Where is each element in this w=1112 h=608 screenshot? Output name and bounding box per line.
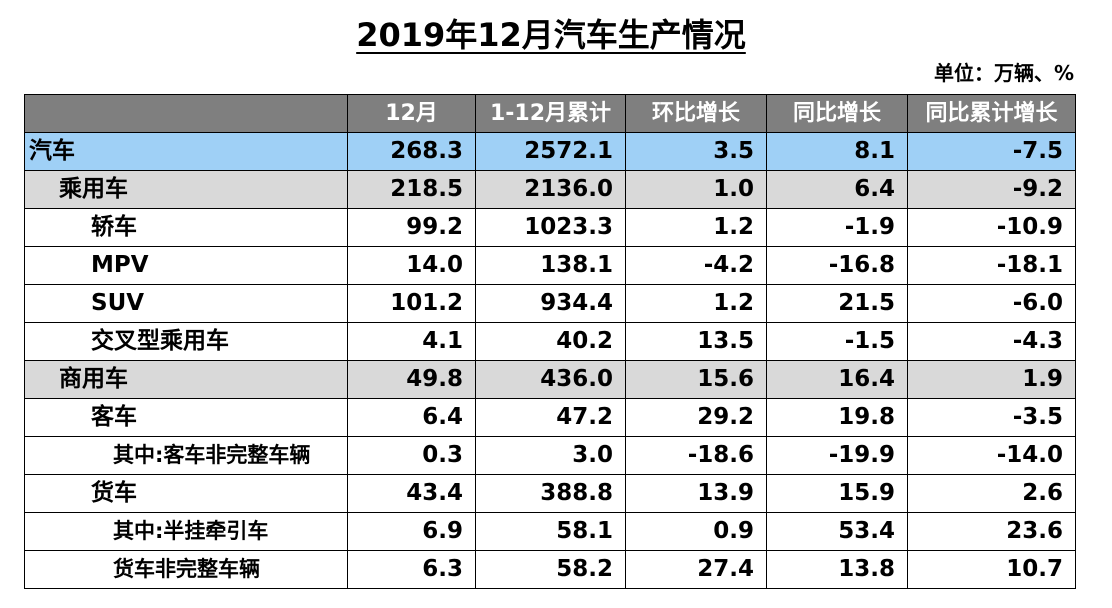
yoy-growth-value: 8.1 — [766, 132, 908, 171]
yoy-cumulative-growth-value: -18.1 — [907, 246, 1076, 285]
yoy-growth-value: 13.8 — [766, 550, 908, 589]
table-row: 乘用车 218.5 2136.0 1.0 6.4 -9.2 — [24, 170, 1076, 209]
yoy-cumulative-growth-value: 2.6 — [907, 474, 1076, 513]
row-category-name: 商用车 — [24, 360, 348, 399]
row-category-name: 交叉型乘用车 — [24, 322, 348, 361]
table-row: 商用车 49.8 436.0 15.6 16.4 1.9 — [24, 360, 1076, 399]
row-category-name: 其中:客车非完整车辆 — [24, 436, 348, 475]
month-value: 0.3 — [347, 436, 476, 475]
unit-label: 单位：万辆、% — [933, 61, 1074, 85]
table-row: 轿车 99.2 1023.3 1.2 -1.9 -10.9 — [24, 208, 1076, 247]
table-row: 货车 43.4 388.8 13.9 15.9 2.6 — [24, 474, 1076, 513]
cumulative-value: 138.1 — [475, 246, 626, 285]
table-row: 汽车 268.3 2572.1 3.5 8.1 -7.5 — [24, 132, 1076, 171]
yoy-cumulative-growth-value: 10.7 — [907, 550, 1076, 589]
table-row: 交叉型乘用车 4.1 40.2 13.5 -1.5 -4.3 — [24, 322, 1076, 361]
row-category-name: 轿车 — [24, 208, 348, 247]
month-value: 6.4 — [347, 398, 476, 437]
mom-growth-value: -18.6 — [625, 436, 767, 475]
mom-growth-value: 1.2 — [625, 208, 767, 247]
cumulative-value: 3.0 — [475, 436, 626, 475]
production-table: 12月 1-12月累计 环比增长 同比增长 同比累计增长 汽车 268.3 2572… — [24, 94, 1076, 589]
header-mom-growth: 环比增长 — [625, 94, 767, 133]
cumulative-value: 436.0 — [475, 360, 626, 399]
header-yoy-growth: 同比增长 — [766, 94, 908, 133]
table-row: SUV 101.2 934.4 1.2 21.5 -6.0 — [24, 284, 1076, 323]
cumulative-value: 934.4 — [475, 284, 626, 323]
yoy-growth-value: 21.5 — [766, 284, 908, 323]
cumulative-value: 388.8 — [475, 474, 626, 513]
mom-growth-value: 29.2 — [625, 398, 767, 437]
yoy-cumulative-growth-value: -9.2 — [907, 170, 1076, 209]
row-category-name: 汽车 — [24, 132, 348, 171]
mom-growth-value: 15.6 — [625, 360, 767, 399]
row-category-name: MPV — [24, 246, 348, 285]
yoy-cumulative-growth-value: -7.5 — [907, 132, 1076, 171]
yoy-growth-value: -1.9 — [766, 208, 908, 247]
table-row: 货车非完整车辆 6.3 58.2 27.4 13.8 10.7 — [24, 550, 1076, 589]
yoy-cumulative-growth-value: -4.3 — [907, 322, 1076, 361]
yoy-cumulative-growth-value: -6.0 — [907, 284, 1076, 323]
mom-growth-value: 0.9 — [625, 512, 767, 551]
cumulative-value: 2572.1 — [475, 132, 626, 171]
month-value: 268.3 — [347, 132, 476, 171]
header-name — [24, 94, 348, 133]
row-category-name: 其中:半挂牵引车 — [24, 512, 348, 551]
month-value: 101.2 — [347, 284, 476, 323]
month-value: 49.8 — [347, 360, 476, 399]
yoy-growth-value: -16.8 — [766, 246, 908, 285]
table-row: 其中:半挂牵引车 6.9 58.1 0.9 53.4 23.6 — [24, 512, 1076, 551]
cumulative-value: 58.1 — [475, 512, 626, 551]
mom-growth-value: 1.0 — [625, 170, 767, 209]
yoy-cumulative-growth-value: 23.6 — [907, 512, 1076, 551]
month-value: 14.0 — [347, 246, 476, 285]
month-value: 43.4 — [347, 474, 476, 513]
table-row: MPV 14.0 138.1 -4.2 -16.8 -18.1 — [24, 246, 1076, 285]
cumulative-value: 58.2 — [475, 550, 626, 589]
cumulative-value: 47.2 — [475, 398, 626, 437]
header-row: 12月 1-12月累计 环比增长 同比增长 同比累计增长 — [24, 94, 1076, 133]
page-title-text: 2019年12月汽车生产情况 — [356, 16, 746, 54]
mom-growth-value: 13.9 — [625, 474, 767, 513]
table-row: 客车 6.4 47.2 29.2 19.8 -3.5 — [24, 398, 1076, 437]
table-body: 汽车 268.3 2572.1 3.5 8.1 -7.5 乘用车 218.5 2136.0 1.0… — [24, 132, 1076, 589]
mom-growth-value: 1.2 — [625, 284, 767, 323]
yoy-cumulative-growth-value: -10.9 — [907, 208, 1076, 247]
table-header: 12月 1-12月累计 环比增长 同比增长 同比累计增长 — [24, 94, 1076, 133]
cumulative-value: 1023.3 — [475, 208, 626, 247]
row-category-name: 乘用车 — [24, 170, 348, 209]
month-value: 99.2 — [347, 208, 476, 247]
yoy-growth-value: 53.4 — [766, 512, 908, 551]
yoy-growth-value: 19.8 — [766, 398, 908, 437]
yoy-growth-value: 15.9 — [766, 474, 908, 513]
yoy-cumulative-growth-value: -14.0 — [907, 436, 1076, 475]
row-category-name: 货车非完整车辆 — [24, 550, 348, 589]
month-value: 6.9 — [347, 512, 476, 551]
header-month: 12月 — [347, 94, 476, 133]
table-row: 其中:客车非完整车辆 0.3 3.0 -18.6 -19.9 -14.0 — [24, 436, 1076, 475]
page-title: 2019年12月汽车生产情况 — [0, 14, 1102, 56]
yoy-growth-value: -1.5 — [766, 322, 908, 361]
cumulative-value: 40.2 — [475, 322, 626, 361]
month-value: 6.3 — [347, 550, 476, 589]
mom-growth-value: 27.4 — [625, 550, 767, 589]
mom-growth-value: 3.5 — [625, 132, 767, 171]
month-value: 4.1 — [347, 322, 476, 361]
header-yoy-cumulative-growth: 同比累计增长 — [907, 94, 1076, 133]
yoy-growth-value: 6.4 — [766, 170, 908, 209]
mom-growth-value: 13.5 — [625, 322, 767, 361]
month-value: 218.5 — [347, 170, 476, 209]
header-cumulative: 1-12月累计 — [475, 94, 626, 133]
mom-growth-value: -4.2 — [625, 246, 767, 285]
yoy-cumulative-growth-value: -3.5 — [907, 398, 1076, 437]
yoy-growth-value: 16.4 — [766, 360, 908, 399]
row-category-name: 客车 — [24, 398, 348, 437]
row-category-name: SUV — [24, 284, 348, 323]
yoy-growth-value: -19.9 — [766, 436, 908, 475]
yoy-cumulative-growth-value: 1.9 — [907, 360, 1076, 399]
cumulative-value: 2136.0 — [475, 170, 626, 209]
row-category-name: 货车 — [24, 474, 348, 513]
